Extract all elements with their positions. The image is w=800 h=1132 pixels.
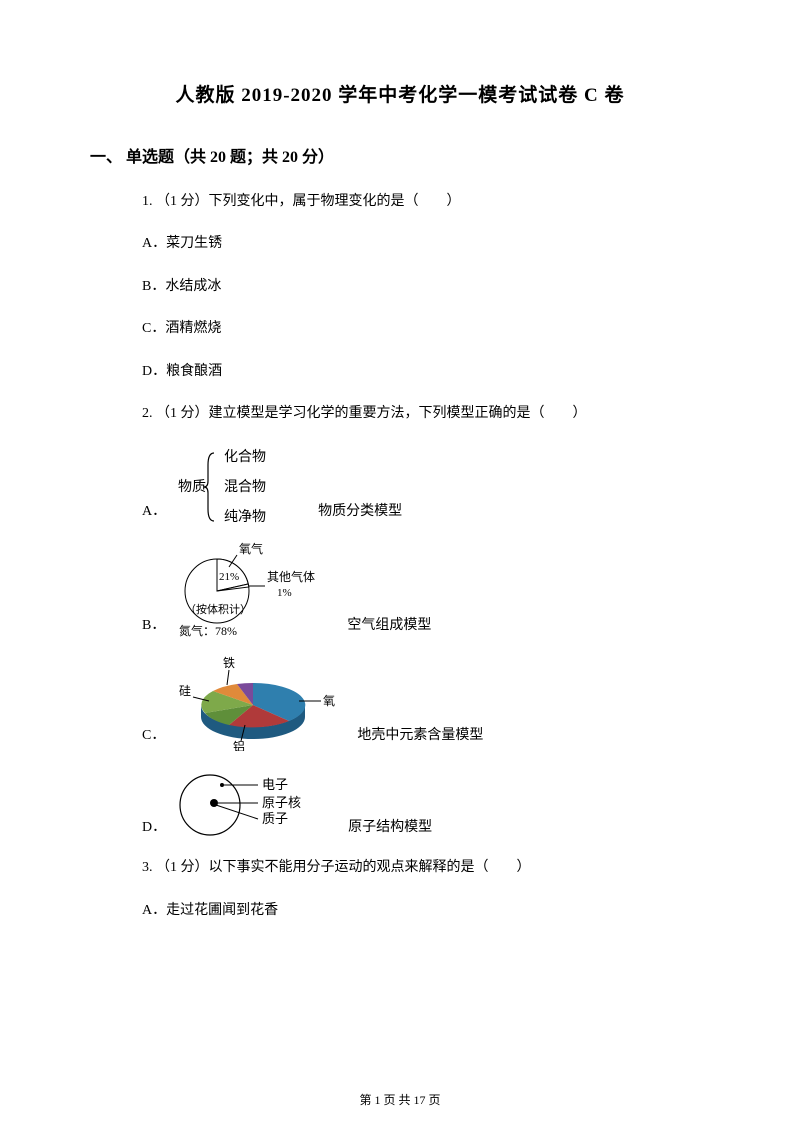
note-text: （按体积计）: [185, 602, 251, 616]
q2-stem: 2. （1 分）建立模型是学习化学的重要方法，下列模型正确的是（ ）: [142, 403, 710, 425]
q2-option-a: A． 物质 化合物 混合物 纯净物 物质分类模型: [142, 445, 710, 527]
q2-c-label: C．: [142, 725, 165, 751]
iron-leader: [227, 670, 229, 685]
nitrogen-label: 氮气：78%: [179, 623, 237, 638]
q2-a-caption: 物质分类模型: [318, 501, 402, 527]
atom-structure-diagram: 电子 原子核 质子: [172, 765, 342, 843]
branch-pure: 纯净物: [224, 509, 266, 525]
page-title: 人教版 2019-2020 学年中考化学一模考试试卷 C 卷: [90, 80, 710, 107]
oxygen-pct: 21%: [219, 571, 239, 583]
nucleus-label: 原子核: [262, 795, 301, 810]
other-label: 其他气体: [267, 569, 315, 584]
q1-stem: 1. （1 分）下列变化中，属于物理变化的是（ ）: [142, 191, 710, 213]
section-heading: 一、 单选题（共 20 题；共 20 分）: [90, 143, 710, 167]
atom-nucleus-dot: [210, 799, 218, 807]
other-pct: 1%: [277, 587, 292, 599]
q1-option-a: A．菜刀生锈: [142, 233, 710, 255]
q2-c-caption: 地壳中元素含量模型: [357, 725, 483, 751]
question-list: 1. （1 分）下列变化中，属于物理变化的是（ ） A．菜刀生锈 B．水结成冰 …: [142, 191, 710, 922]
branch-compound: 化合物: [224, 449, 266, 465]
air-composition-pie: 氧气 21% 其他气体 1% （按体积计） 氮气：78%: [171, 541, 341, 641]
q1-option-c: C．酒精燃烧: [142, 318, 710, 340]
proton-label: 质子: [262, 811, 288, 826]
atom-electron-dot: [220, 783, 224, 787]
q3-option-a: A．走过花圃闻到花香: [142, 900, 710, 922]
electron-label: 电子: [262, 777, 288, 792]
q1-option-b: B．水结成冰: [142, 276, 710, 298]
matter-classification-diagram: 物质 化合物 混合物 纯净物: [172, 445, 312, 527]
aluminum-label: 铝: [233, 739, 245, 751]
q3-stem: 3. （1 分）以下事实不能用分子运动的观点来解释的是（ ）: [142, 857, 710, 879]
q2-option-c: C． 铁 硅 氧 铝 地壳: [142, 655, 710, 751]
q2-option-b: B． 氧气 21% 其他气体 1% （按体积计） 氮气：78% 空气组成模型: [142, 541, 710, 641]
silicon-label: 硅: [179, 684, 191, 698]
q2-option-d: D． 电子 原子核 质子 原子结构模型: [142, 765, 710, 843]
q2-a-label: A．: [142, 501, 166, 527]
page-footer: 第 1 页 共 17 页: [0, 1091, 800, 1108]
q2-b-label: B．: [142, 615, 165, 641]
q2-b-caption: 空气组成模型: [347, 615, 431, 641]
branch-mixture: 混合物: [224, 479, 266, 495]
q1-option-d: D．粮食酿酒: [142, 361, 710, 383]
brace-icon: [204, 453, 214, 521]
iron-label: 铁: [223, 656, 235, 670]
q2-d-label: D．: [142, 817, 166, 843]
q2-d-caption: 原子结构模型: [348, 817, 432, 843]
crust-elements-pie3d: 铁 硅 氧 铝: [171, 655, 351, 751]
oxygen-label: 氧气: [239, 541, 263, 556]
page: 人教版 2019-2020 学年中考化学一模考试试卷 C 卷 一、 单选题（共 …: [0, 0, 800, 1132]
atom-outer-circle: [180, 775, 240, 835]
oxygen-label-c: 氧: [323, 694, 335, 708]
diagram-root-label: 物质: [178, 479, 206, 495]
